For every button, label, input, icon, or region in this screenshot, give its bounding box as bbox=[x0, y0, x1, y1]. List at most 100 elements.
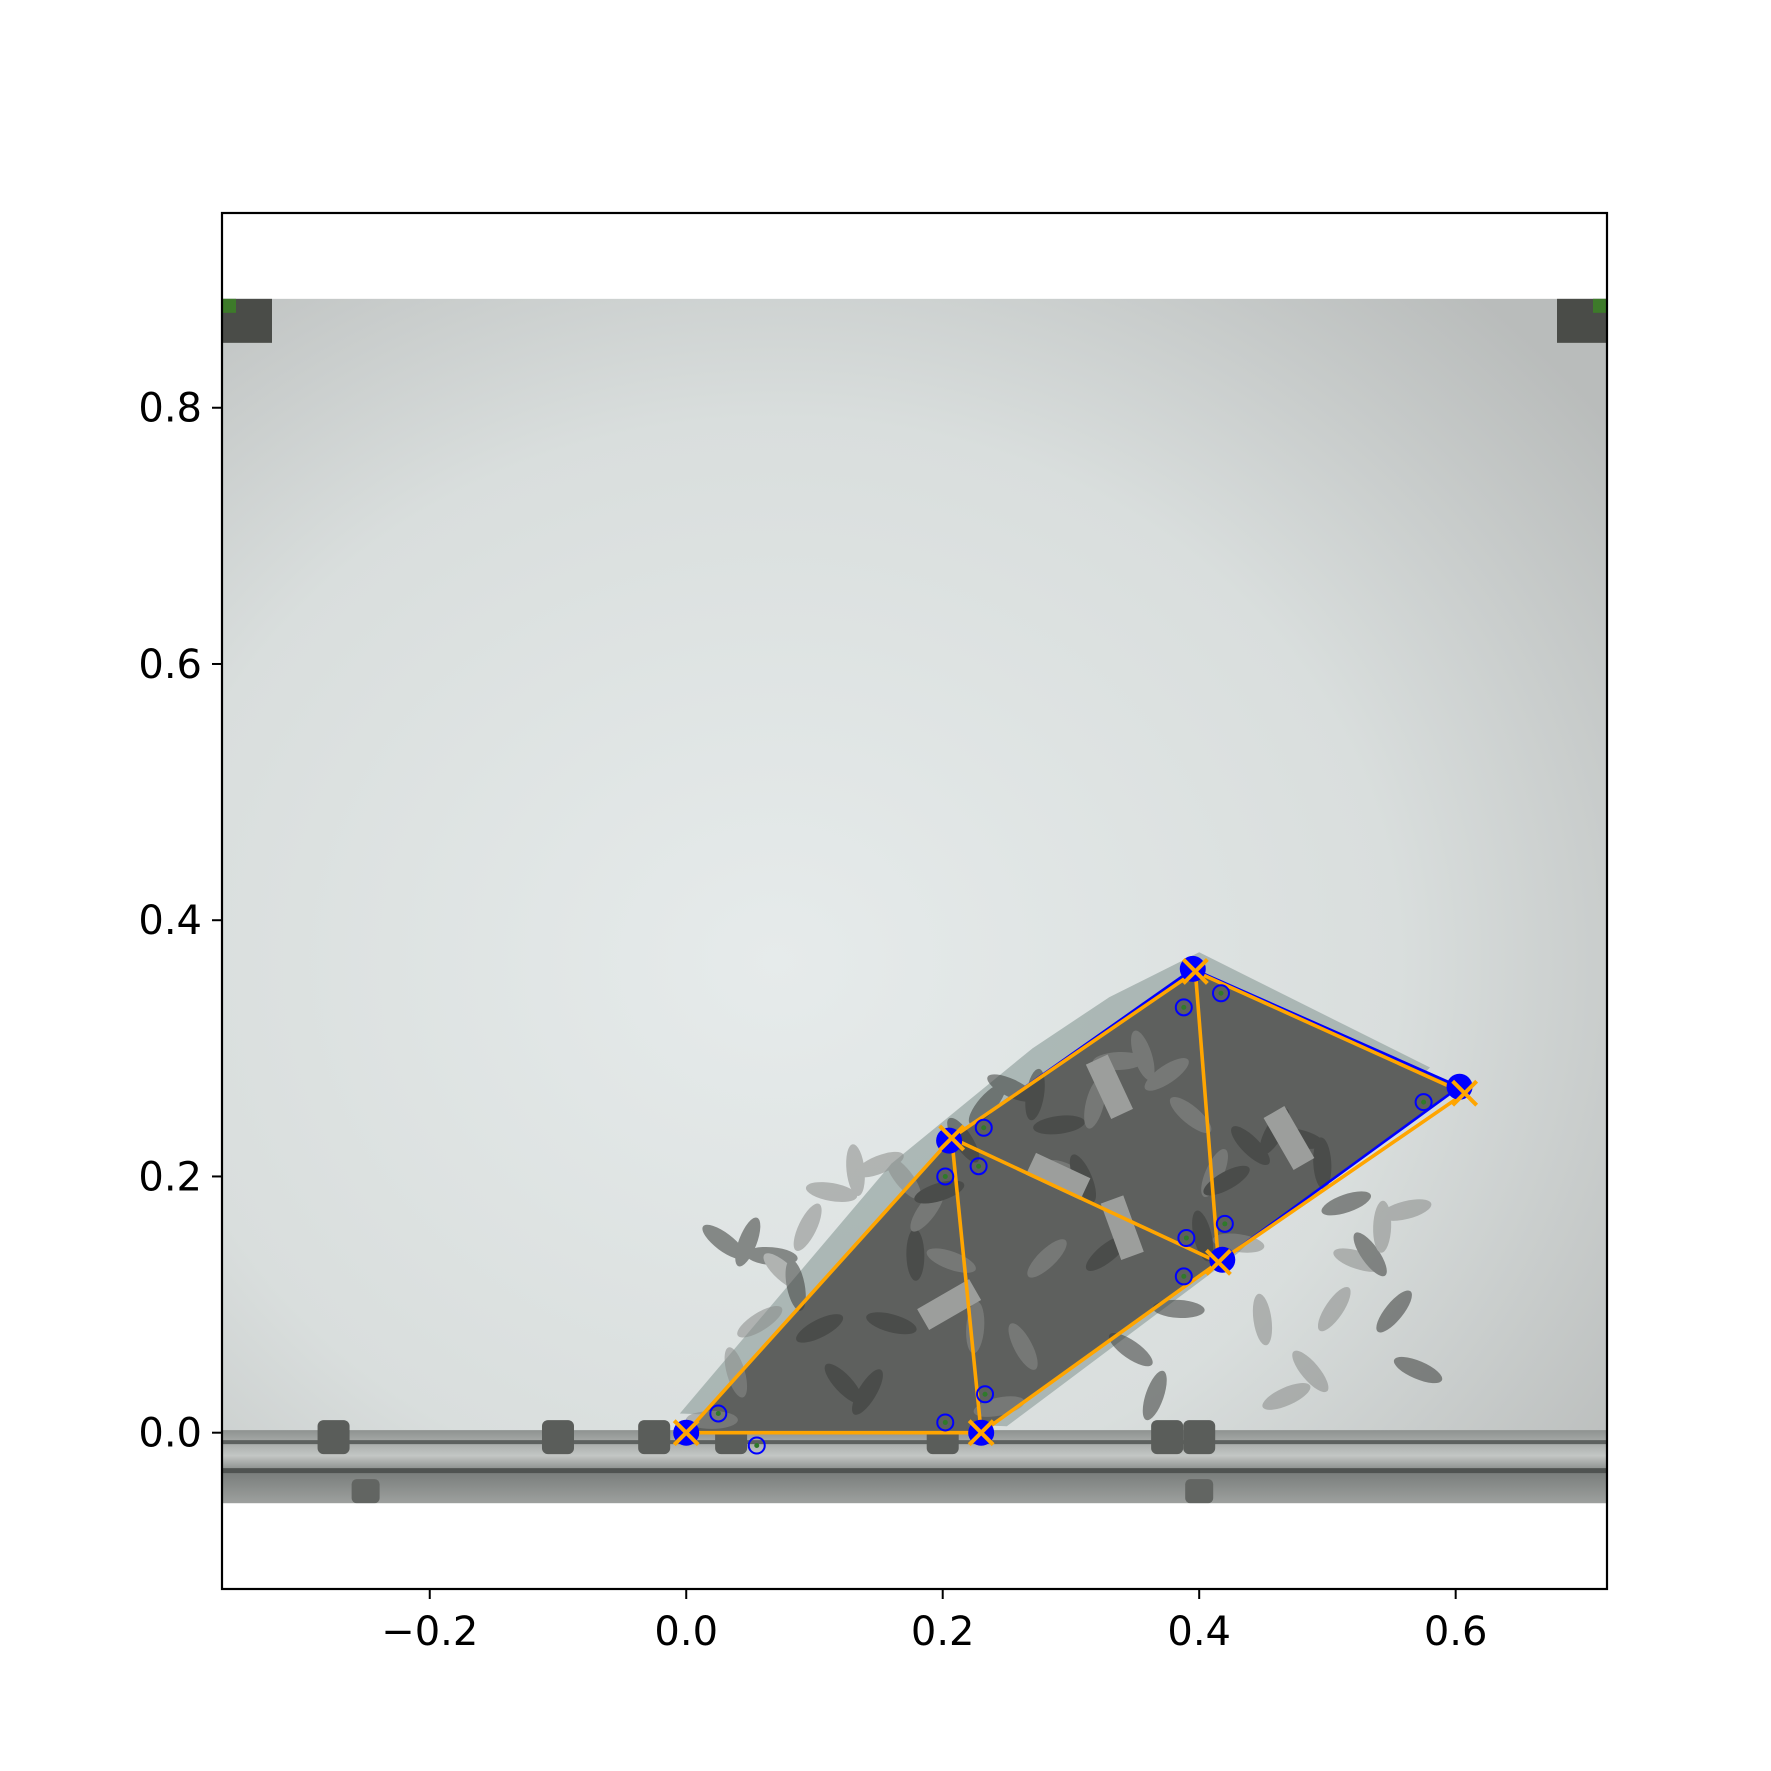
robot-segment bbox=[805, 1182, 858, 1202]
data-point-small bbox=[709, 1404, 728, 1423]
edge-orange bbox=[950, 1136, 1220, 1264]
robot-segment bbox=[824, 1363, 863, 1404]
data-point-center bbox=[1421, 1099, 1427, 1105]
robot-segment bbox=[947, 1117, 980, 1163]
robot-segment bbox=[906, 1228, 925, 1281]
lattice-edges bbox=[684, 967, 1466, 1435]
edge-orange bbox=[980, 1260, 1220, 1435]
robot-segment bbox=[1321, 1191, 1372, 1216]
robot-segment bbox=[1142, 1370, 1167, 1421]
data-point-center bbox=[982, 1391, 988, 1397]
robot-segment bbox=[885, 1156, 921, 1199]
rail-clamp bbox=[317, 1420, 350, 1455]
data-point-small bbox=[936, 1413, 955, 1432]
rail-clamp bbox=[541, 1420, 574, 1455]
x-tick-label: −0.2 bbox=[381, 1609, 478, 1655]
rail-clamp bbox=[1183, 1420, 1216, 1455]
data-point-small bbox=[974, 1118, 993, 1137]
edge-orange bbox=[1193, 971, 1221, 1263]
robot-segment bbox=[1317, 1286, 1351, 1332]
data-point-center bbox=[942, 1419, 948, 1425]
data-point-center bbox=[1183, 1235, 1189, 1241]
robot-segment bbox=[1131, 1030, 1155, 1081]
y-tick-label: 0.8 bbox=[138, 386, 202, 432]
edge-orange bbox=[950, 969, 1197, 1140]
robot-segment bbox=[1313, 1137, 1332, 1190]
x-tick-label: 0.6 bbox=[1424, 1609, 1488, 1655]
rail-groove bbox=[222, 1468, 1607, 1474]
y-tick-label: 0.6 bbox=[138, 642, 202, 688]
data-point-center bbox=[1222, 1221, 1228, 1227]
robot-segment bbox=[846, 1144, 865, 1196]
data-point-small bbox=[747, 1436, 766, 1455]
robot-segment bbox=[1027, 1239, 1067, 1278]
robot-segment bbox=[724, 1347, 748, 1398]
axis-ticks: −0.2 0.0 0.2 0.4 0.6 0.0 0.2 0.4 0.6 0.8 bbox=[138, 386, 1487, 1655]
data-point-center bbox=[976, 1163, 982, 1169]
data-point-orange bbox=[938, 1124, 966, 1152]
robot-segment bbox=[1393, 1356, 1443, 1384]
data-point-orange bbox=[1451, 1079, 1479, 1107]
rail-groove bbox=[222, 1440, 1607, 1445]
robot-segment bbox=[1353, 1232, 1387, 1277]
robot-segment bbox=[852, 1369, 883, 1415]
robot-segment bbox=[1169, 1096, 1212, 1134]
x-tick-label: 0.2 bbox=[911, 1609, 975, 1655]
robot-segment bbox=[1033, 1115, 1085, 1135]
data-point-center bbox=[942, 1173, 948, 1179]
data-point-orange bbox=[1181, 958, 1209, 985]
robot-segment bbox=[1008, 1323, 1038, 1370]
robot-segment bbox=[785, 1259, 806, 1311]
background-photo bbox=[222, 298, 1607, 1504]
module-box bbox=[1025, 1152, 1091, 1201]
data-point-small bbox=[1215, 1214, 1234, 1233]
rail-clamp bbox=[1151, 1420, 1184, 1455]
data-point-small bbox=[1174, 1267, 1193, 1286]
rail-clamp bbox=[638, 1420, 671, 1455]
robot-segment bbox=[1231, 1126, 1270, 1166]
edge-orange bbox=[684, 1136, 954, 1434]
y-tick-label: 0.2 bbox=[138, 1154, 202, 1200]
robot-segment bbox=[1252, 1293, 1273, 1346]
node-markers bbox=[672, 955, 1479, 1455]
robot-segment bbox=[1203, 1165, 1250, 1196]
data-point-center bbox=[981, 1125, 987, 1131]
data-point-center bbox=[1181, 1004, 1187, 1010]
module-box bbox=[1085, 1054, 1133, 1120]
data-point-small bbox=[936, 1167, 955, 1186]
edge-orange bbox=[1217, 1091, 1466, 1264]
robot-segment bbox=[968, 1083, 1006, 1125]
robot-segment bbox=[737, 1306, 783, 1338]
data-point-small bbox=[1174, 998, 1193, 1017]
y-tick-label: 0.4 bbox=[138, 898, 202, 944]
data-point-small bbox=[969, 1157, 988, 1176]
data-point-small bbox=[1177, 1228, 1196, 1247]
robot-segment bbox=[914, 1180, 965, 1204]
data-point-orange bbox=[1205, 1248, 1232, 1276]
robot-segment bbox=[1152, 1299, 1205, 1319]
robot-segment bbox=[735, 1217, 761, 1267]
robot-segment bbox=[685, 1410, 738, 1429]
data-point-orange bbox=[967, 1419, 995, 1447]
data-point-center bbox=[754, 1443, 760, 1449]
robot-segment bbox=[1376, 1290, 1412, 1333]
robot-segment bbox=[1108, 1332, 1153, 1367]
robot-segment bbox=[1025, 1068, 1045, 1121]
axes-frame bbox=[220, 211, 1609, 1591]
data-point-small bbox=[976, 1385, 995, 1404]
corner-marker bbox=[222, 298, 236, 313]
robot-segment bbox=[1380, 1199, 1432, 1221]
module-box bbox=[1263, 1106, 1315, 1171]
edge-orange bbox=[1194, 969, 1466, 1095]
data-point-center bbox=[715, 1410, 721, 1416]
robot-segment bbox=[702, 1224, 746, 1260]
x-tick-label: 0.4 bbox=[1167, 1609, 1231, 1655]
rail-clamp bbox=[1185, 1479, 1214, 1504]
robot-segment bbox=[1144, 1058, 1189, 1091]
edge-orange bbox=[949, 1137, 983, 1433]
robot-segment bbox=[987, 1074, 1035, 1102]
robot-segment bbox=[1262, 1383, 1311, 1410]
data-point-center bbox=[1218, 990, 1224, 996]
robot-segment bbox=[866, 1312, 917, 1335]
